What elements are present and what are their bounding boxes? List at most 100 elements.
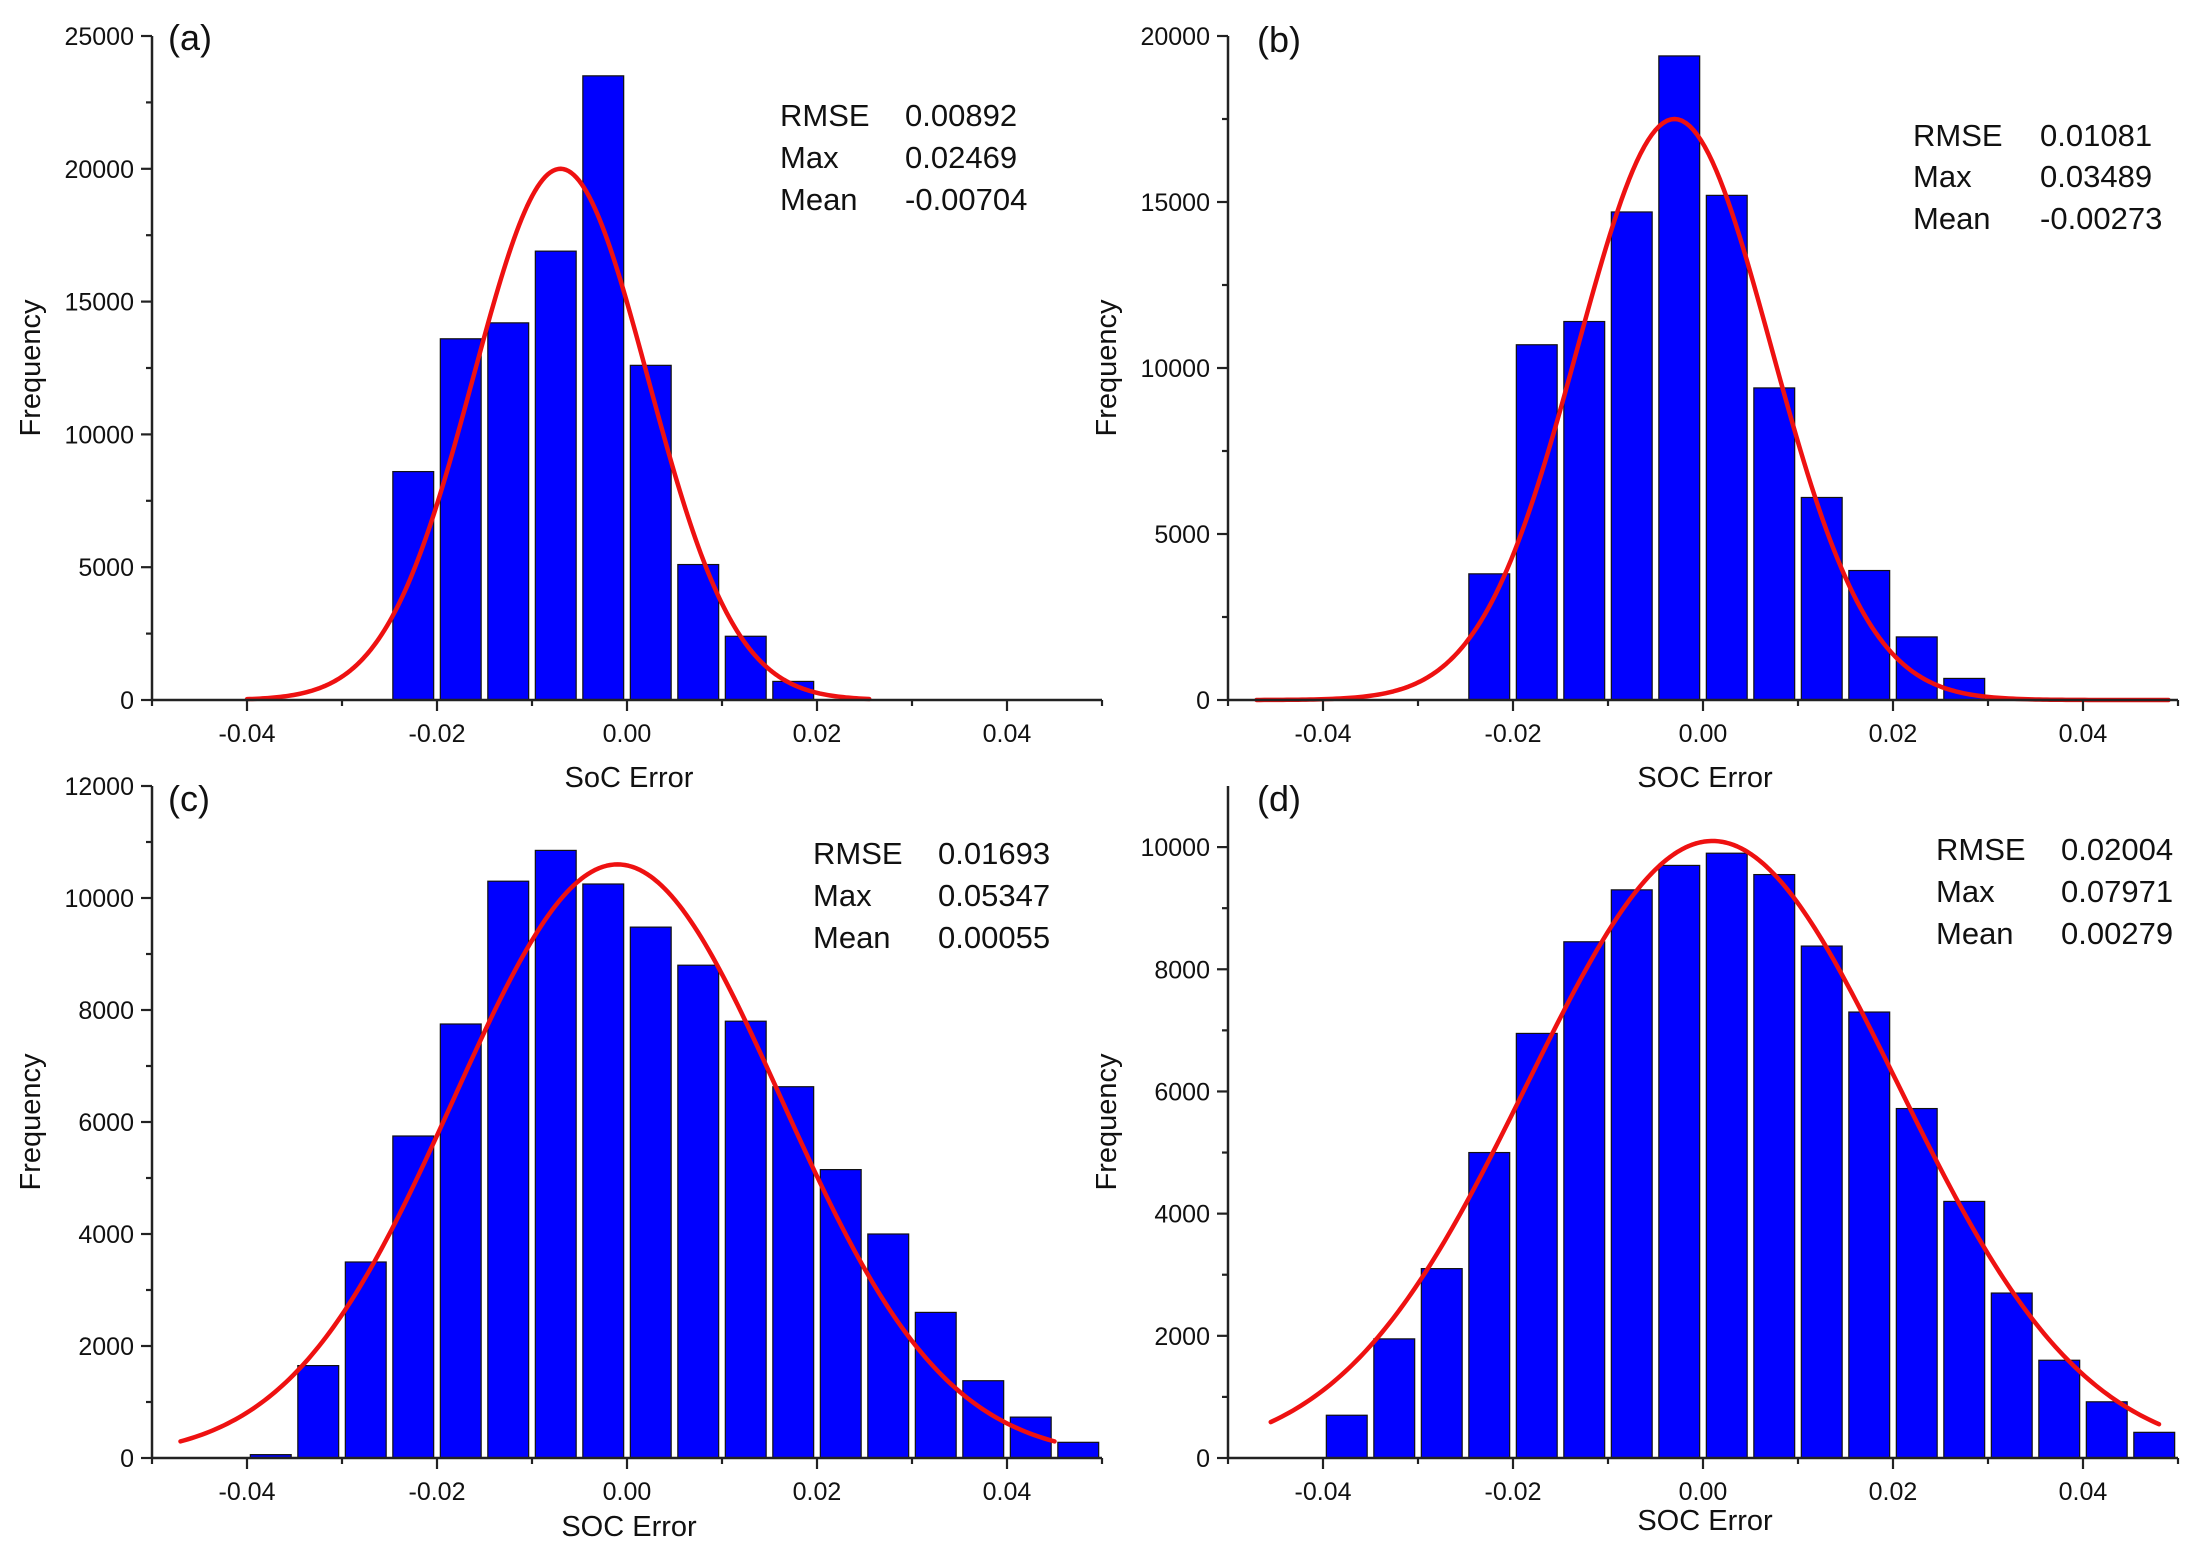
chart-panel-b: -0.04 -0.02 0.00 0.02 0.04 0 5000 10000 15000 200… xyxy=(1091,19,2180,794)
x-axis-title: SoC Error xyxy=(565,762,694,794)
histogram-bar xyxy=(534,849,577,1459)
histogram-bar xyxy=(1800,945,1843,1459)
gaussian-fit-curve xyxy=(244,166,872,702)
stat-label: Max xyxy=(780,140,839,175)
y-tick-label: 10000 xyxy=(64,885,134,913)
histogram-bar xyxy=(1468,1151,1511,1459)
x-tick-label: 0.04 xyxy=(983,720,1032,748)
histogram-bar xyxy=(439,338,482,701)
stat-value: 0.00279 xyxy=(2061,916,2173,951)
panel-label: (c) xyxy=(168,778,210,819)
histogram-bar xyxy=(1658,864,1701,1459)
stat-value: -0.00704 xyxy=(905,182,1027,217)
x-tick-label: -0.04 xyxy=(1295,1478,1352,1506)
x-axis-title: SOC Error xyxy=(561,1511,697,1543)
stat-label: RMSE xyxy=(780,98,870,133)
gaussian-fit-curve xyxy=(1268,838,2162,1427)
histogram-bar xyxy=(1420,1268,1463,1459)
x-tick-label: -0.02 xyxy=(1485,1478,1542,1506)
y-axis-title: Frequency xyxy=(15,299,47,437)
x-tick-label: 0.02 xyxy=(793,1478,842,1506)
histogram-bar xyxy=(867,1233,910,1459)
histogram-bar xyxy=(772,1086,815,1459)
x-tick-label: 0.00 xyxy=(603,720,652,748)
histogram-bar xyxy=(1515,344,1558,701)
y-axis-title: Frequency xyxy=(1091,299,1123,437)
x-tick-label: 0.04 xyxy=(2059,1478,2108,1506)
histogram-bar xyxy=(582,75,625,701)
histogram-bar xyxy=(677,964,720,1459)
histogram-bar xyxy=(1990,1292,2033,1459)
x-tick-label: -0.02 xyxy=(409,1478,466,1506)
y-tick-label: 12000 xyxy=(64,773,134,801)
stat-value: 0.05347 xyxy=(938,878,1050,913)
histogram-bar xyxy=(2085,1401,2128,1459)
chart-panel-d: -0.04 -0.02 0.00 0.02 0.04 0 2000 4000 6000 8000 1… xyxy=(1091,778,2180,1537)
x-tick-label: 0.02 xyxy=(1869,720,1918,748)
histogram-bar xyxy=(1325,1414,1368,1459)
y-tick-label: 10000 xyxy=(1140,834,1210,862)
y-tick-label: 10000 xyxy=(1140,355,1210,383)
panel-label: (b) xyxy=(1257,19,1301,60)
y-tick-label: 6000 xyxy=(1154,1078,1210,1106)
stat-label: Mean xyxy=(1936,916,2014,951)
histogram-bar xyxy=(724,1020,767,1459)
x-tick-label: 0.02 xyxy=(793,720,842,748)
x-tick-label: 0.00 xyxy=(1679,1478,1728,1506)
x-axis-title: SOC Error xyxy=(1637,762,1773,794)
x-tick-label: -0.04 xyxy=(219,720,276,748)
x-tick-label: 0.00 xyxy=(603,1478,652,1506)
histogram-bar xyxy=(1753,387,1796,701)
stat-label: Max xyxy=(813,878,872,913)
x-tick-label: 0.00 xyxy=(1679,720,1728,748)
histogram-bar xyxy=(487,880,530,1459)
y-tick-label: 5000 xyxy=(1154,521,1210,549)
y-tick-label: 5000 xyxy=(78,554,134,582)
y-tick-label: 20000 xyxy=(1140,23,1210,51)
histogram-bar xyxy=(1848,1011,1891,1459)
histogram-bar xyxy=(629,364,672,701)
x-tick-label: -0.04 xyxy=(1295,720,1352,748)
histogram-bar xyxy=(297,1364,340,1459)
histogram-bars xyxy=(1325,852,2176,1459)
stat-value: 0.01081 xyxy=(2040,118,2152,153)
x-tick-label: -0.02 xyxy=(409,720,466,748)
stats-box: RMSE 0.01081 Max 0.03489 Mean -0.00273 xyxy=(1913,118,2162,236)
histogram-bar xyxy=(1610,889,1653,1459)
stat-label: Max xyxy=(1913,159,1972,194)
histogram-bar xyxy=(344,1261,387,1459)
x-tick-label: 0.04 xyxy=(2059,720,2108,748)
stat-value: 0.01693 xyxy=(938,836,1050,871)
stat-value: 0.02469 xyxy=(905,140,1017,175)
histogram-bar xyxy=(582,883,625,1459)
x-tick-label: 0.04 xyxy=(983,1478,1032,1506)
stat-value: 0.03489 xyxy=(2040,159,2152,194)
histogram-bar xyxy=(629,926,672,1459)
stat-label: Mean xyxy=(780,182,858,217)
histogram-bar xyxy=(1373,1338,1416,1459)
y-tick-label: 8000 xyxy=(78,997,134,1025)
histogram-bar xyxy=(1705,852,1748,1459)
stat-label: RMSE xyxy=(813,836,903,871)
histogram-bar xyxy=(1895,636,1938,701)
y-axis-title: Frequency xyxy=(1091,1053,1123,1191)
histogram-bar xyxy=(1658,55,1701,701)
histogram-bar xyxy=(1895,1107,1938,1459)
histogram-bar xyxy=(392,470,435,701)
panel-label: (d) xyxy=(1257,778,1301,819)
x-tick-label: -0.02 xyxy=(1485,720,1542,748)
histogram-bar xyxy=(1753,873,1796,1459)
histogram-bar xyxy=(487,322,530,701)
y-tick-label: 0 xyxy=(120,687,134,715)
histogram-bar xyxy=(1943,1200,1986,1459)
y-tick-label: 6000 xyxy=(78,1109,134,1137)
y-tick-label: 15000 xyxy=(64,289,134,317)
histogram-bar xyxy=(1705,194,1748,701)
stats-box: RMSE 0.01693 Max 0.05347 Mean 0.00055 xyxy=(813,836,1050,955)
stat-label: Mean xyxy=(813,920,891,955)
histogram-bar xyxy=(1610,211,1653,701)
histogram-bar xyxy=(1563,941,1606,1459)
y-tick-label: 2000 xyxy=(1154,1323,1210,1351)
y-tick-label: 8000 xyxy=(1154,956,1210,984)
